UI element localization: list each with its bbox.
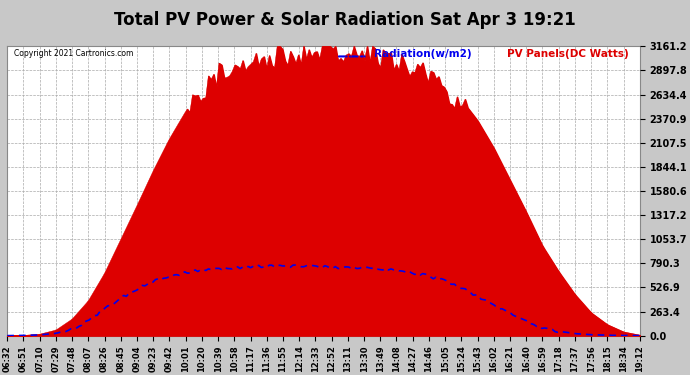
Text: Total PV Power & Solar Radiation Sat Apr 3 19:21: Total PV Power & Solar Radiation Sat Apr… [114, 11, 576, 29]
Text: PV Panels(DC Watts): PV Panels(DC Watts) [507, 49, 629, 59]
Text: Copyright 2021 Cartronics.com: Copyright 2021 Cartronics.com [14, 49, 133, 58]
Text: Radiation(w/m2): Radiation(w/m2) [374, 49, 472, 59]
